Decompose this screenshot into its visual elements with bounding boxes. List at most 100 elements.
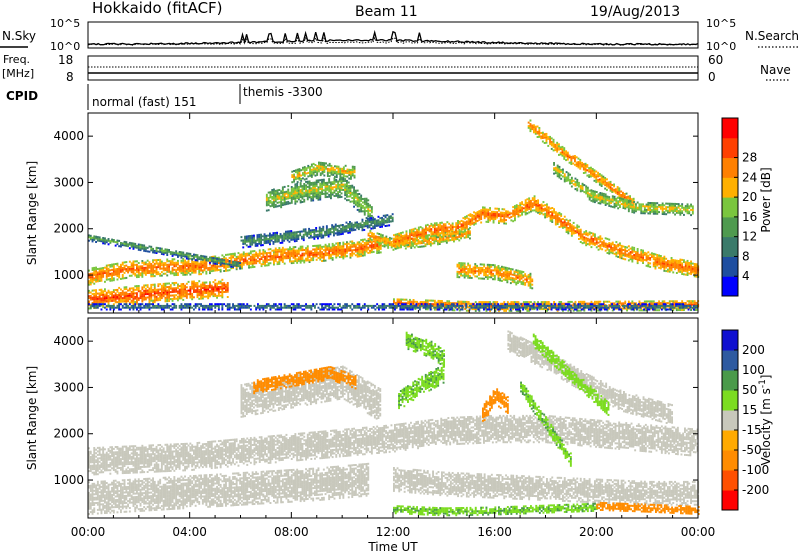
data-cell — [686, 212, 689, 215]
data-cell — [378, 244, 380, 247]
data-cell — [116, 264, 119, 267]
data-cell — [569, 173, 571, 176]
data-cell — [201, 260, 204, 263]
data-cell — [265, 200, 268, 203]
data-cell — [690, 205, 692, 208]
data-cell — [599, 199, 602, 201]
data-cell — [346, 186, 348, 189]
data-cell — [629, 200, 632, 203]
data-cell — [558, 165, 561, 168]
data-cell — [442, 226, 445, 229]
data-cell — [370, 209, 373, 212]
data-cell — [189, 286, 192, 288]
data-cell — [245, 237, 248, 240]
data-cell — [547, 136, 550, 139]
data-cell — [297, 251, 300, 254]
data-cell — [98, 269, 101, 272]
data-cell — [535, 205, 538, 208]
data-cell — [430, 228, 433, 231]
data-cell — [370, 251, 373, 254]
data-cell — [317, 256, 320, 259]
data-cell — [256, 239, 259, 242]
data-cell — [269, 236, 271, 239]
data-cell — [481, 267, 484, 269]
data-cell — [565, 152, 567, 154]
data-cell — [574, 184, 577, 187]
data-cell — [360, 251, 363, 254]
data-cell — [620, 251, 623, 254]
data-cell — [630, 198, 633, 201]
data-cell — [93, 277, 96, 280]
data-cell — [293, 178, 295, 181]
data-cell — [435, 222, 438, 225]
data-cell — [381, 241, 384, 244]
data-cell — [417, 230, 420, 233]
data-cell — [89, 274, 92, 277]
data-cell — [203, 288, 206, 291]
data-cell — [365, 243, 368, 246]
data-cell — [249, 236, 252, 239]
data-cell — [182, 270, 185, 273]
data-cell — [400, 242, 402, 245]
data-cell — [490, 269, 493, 272]
data-cell — [405, 235, 408, 238]
data-cell — [458, 222, 461, 225]
data-cell — [150, 298, 153, 300]
data-cell — [205, 263, 208, 266]
data-cell — [690, 271, 692, 274]
data-cell — [95, 273, 97, 276]
data-cell — [423, 230, 426, 233]
data-cell — [410, 234, 413, 237]
data-cell — [597, 196, 600, 199]
data-cell — [426, 229, 429, 232]
data-cell — [125, 276, 128, 279]
noise-panel: N.Sky 10^5 10^0 10^5 10^0 N.Search — [0, 17, 799, 53]
data-cell — [595, 242, 598, 245]
data-cell — [463, 267, 466, 270]
data-cell — [301, 190, 304, 193]
data-cell — [579, 232, 582, 235]
data-cell — [225, 283, 227, 286]
data-cell — [654, 264, 657, 266]
data-cell — [528, 202, 531, 205]
data-cell — [178, 293, 181, 296]
frequency-panel: Freq. [MHz] 18 8 60 0 Nave — [2, 53, 791, 84]
data-cell — [290, 186, 293, 188]
data-cell — [627, 201, 630, 204]
data-cell — [661, 258, 664, 261]
data-cell — [262, 259, 265, 262]
data-cell — [460, 265, 462, 268]
data-cell — [128, 298, 131, 301]
data-cell — [372, 247, 375, 250]
data-cell — [144, 287, 147, 290]
data-cell — [178, 266, 181, 269]
data-cell — [347, 249, 350, 252]
data-cell — [148, 298, 151, 301]
data-cell — [396, 243, 399, 246]
data-cell — [582, 166, 585, 169]
data-cell — [636, 251, 639, 254]
data-cell — [526, 201, 529, 204]
data-cell — [376, 248, 379, 251]
data-cell — [281, 195, 284, 198]
data-cell — [328, 175, 331, 178]
data-cell — [153, 287, 156, 290]
data-cell — [517, 208, 520, 211]
data-cell — [214, 279, 217, 282]
data-cell — [308, 187, 311, 190]
data-cell — [535, 208, 538, 211]
data-cell — [342, 171, 345, 174]
data-cell — [690, 203, 692, 206]
data-cell — [112, 299, 115, 302]
data-cell — [453, 233, 455, 236]
data-cell — [212, 289, 215, 292]
data-cell — [679, 265, 682, 268]
data-cell — [642, 258, 644, 261]
data-cell — [207, 291, 210, 294]
data-cell — [212, 293, 215, 296]
data-cell — [602, 182, 605, 185]
data-cell — [333, 244, 336, 247]
data-cell — [157, 262, 160, 265]
data-cell — [544, 207, 547, 210]
data-cell — [111, 299, 113, 302]
